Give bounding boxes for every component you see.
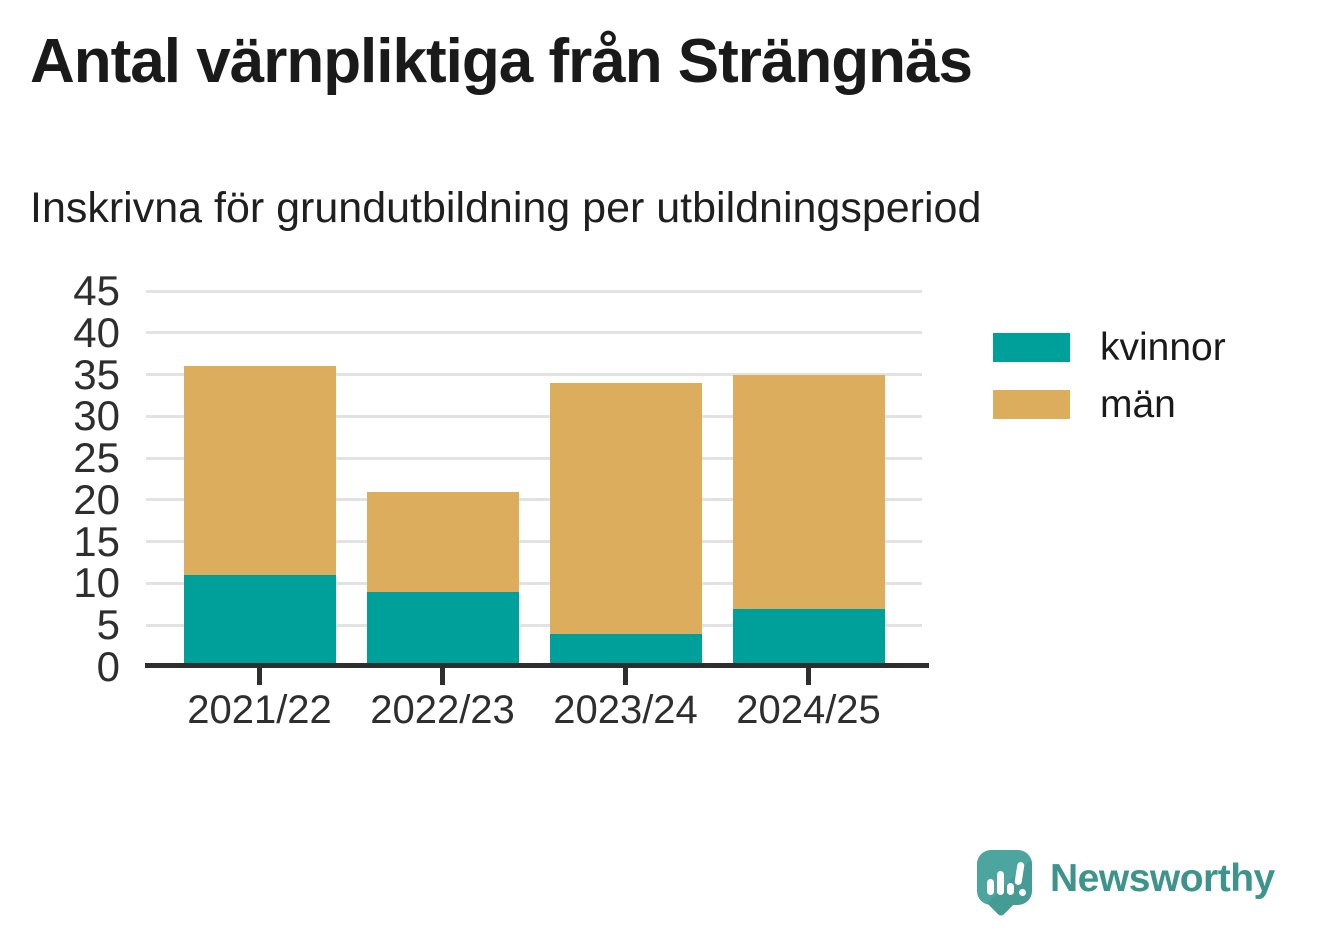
bar-segment-män xyxy=(366,491,519,592)
gridline-y-15 xyxy=(146,540,922,544)
y-label-10: 10 xyxy=(73,559,120,607)
mini-bar-icon xyxy=(987,879,994,895)
newsworthy-logo: Newsworthy xyxy=(977,845,1275,918)
x-tick-2021-22 xyxy=(257,668,262,685)
gridline-y-25 xyxy=(146,456,922,460)
y-label-30: 30 xyxy=(73,392,120,440)
bar-segment-män xyxy=(183,366,336,576)
gridline-y-10 xyxy=(146,581,922,585)
x-tick-2023-24 xyxy=(623,668,628,685)
gridline-y-45 xyxy=(146,289,922,293)
legend-swatch-kvinnor xyxy=(993,333,1070,362)
bar-2022-23 xyxy=(366,491,519,667)
newsworthy-logo-text: Newsworthy xyxy=(1050,857,1275,900)
bar-segment-män xyxy=(549,382,702,634)
gridline-y-40 xyxy=(146,331,922,335)
gridline-y-35 xyxy=(146,373,922,377)
chart-title: Antal värnpliktiga från Strängnäs xyxy=(30,27,973,96)
plot-area xyxy=(146,289,922,667)
y-label-45: 45 xyxy=(73,267,120,314)
y-label-20: 20 xyxy=(73,475,120,523)
x-label-2022-23: 2022/23 xyxy=(370,688,515,732)
y-label-35: 35 xyxy=(73,350,120,398)
x-axis-line xyxy=(145,663,929,668)
bar-2024-25 xyxy=(732,374,885,667)
bar-2021-22 xyxy=(183,366,336,667)
x-label-2023-24: 2023/24 xyxy=(553,688,698,732)
y-label-40: 40 xyxy=(73,308,120,356)
gridline-y-5 xyxy=(146,623,922,627)
mini-bar-icon xyxy=(997,871,1004,895)
bar-segment-kvinnor xyxy=(183,575,336,667)
chart-subtitle: Inskrivna för grundutbildning per utbild… xyxy=(30,184,982,232)
legend-label-män: män xyxy=(1100,383,1176,426)
y-label-25: 25 xyxy=(73,434,120,482)
mini-bar-icon xyxy=(1007,883,1014,895)
newsworthy-speech-bubble-icon xyxy=(977,845,1032,918)
bar-segment-kvinnor xyxy=(366,591,519,667)
legend-swatch-män xyxy=(993,390,1070,419)
speech-bubble xyxy=(977,850,1032,905)
bar-segment-män xyxy=(732,374,885,609)
gridline-y-30 xyxy=(146,414,922,418)
y-label-15: 15 xyxy=(73,517,120,565)
exclamation-dot-icon xyxy=(1018,888,1027,897)
y-label-5: 5 xyxy=(96,601,120,649)
x-tick-2024-25 xyxy=(806,668,811,685)
legend-item-kvinnor: kvinnor xyxy=(993,328,1226,367)
x-tick-2022-23 xyxy=(440,668,445,685)
legend: kvinnor män xyxy=(993,328,1226,447)
x-label-2021-22: 2021/22 xyxy=(187,688,332,732)
exclamation-bar-icon xyxy=(1014,861,1025,886)
gridline-y-20 xyxy=(146,498,922,502)
bar-segment-kvinnor xyxy=(549,633,702,667)
bar-segment-kvinnor xyxy=(732,608,885,667)
y-label-0: 0 xyxy=(96,643,120,690)
bar-2023-24 xyxy=(549,382,702,667)
legend-item-män: män xyxy=(993,385,1226,424)
legend-label-kvinnor: kvinnor xyxy=(1100,326,1226,369)
x-label-2024-25: 2024/25 xyxy=(736,688,881,732)
